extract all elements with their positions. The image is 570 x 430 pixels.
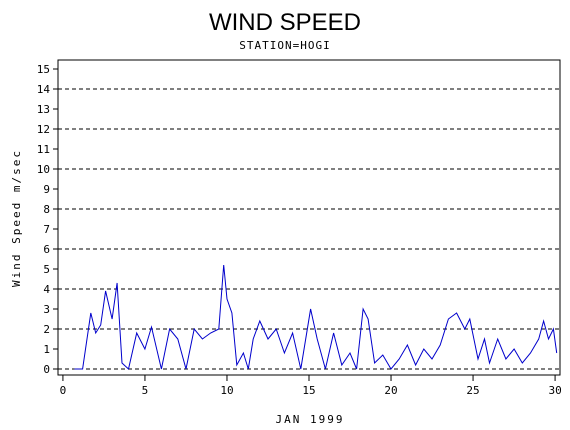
- y-tick-label: 3: [43, 303, 50, 316]
- y-tick-label: 1: [43, 343, 50, 356]
- y-tick-label: 9: [43, 183, 50, 196]
- y-tick-label: 0: [43, 363, 50, 376]
- x-tick-label: 15: [302, 384, 315, 397]
- x-tick-label: 30: [548, 384, 561, 397]
- x-tick-label: 20: [384, 384, 397, 397]
- y-tick-label: 6: [43, 243, 50, 256]
- y-tick-label: 14: [37, 83, 51, 96]
- y-tick-label: 12: [37, 123, 50, 136]
- chart-title: WIND SPEED: [209, 9, 361, 36]
- y-tick-label: 8: [43, 203, 50, 216]
- x-tick-label: 0: [60, 384, 67, 397]
- plot-frame: [57, 59, 561, 376]
- y-tick-label: 5: [43, 263, 50, 276]
- x-axis-label: JAN 1999: [276, 413, 345, 426]
- y-tick-label: 7: [43, 223, 50, 236]
- y-tick-label: 2: [43, 323, 50, 336]
- x-tick-label: 5: [142, 384, 149, 397]
- y-tick-label: 15: [37, 63, 50, 76]
- chart-subtitle: STATION=HOGI: [239, 39, 330, 52]
- y-tick-label: 10: [37, 163, 50, 176]
- y-tick-label: 11: [37, 143, 50, 156]
- y-axis-label: Wind Speed m/sec: [10, 149, 23, 287]
- data-line: [74, 264, 558, 370]
- y-tick-label: 13: [37, 103, 50, 116]
- y-tick-label: 4: [43, 283, 50, 296]
- x-tick-label: 25: [466, 384, 479, 397]
- x-tick-label: 10: [220, 384, 233, 397]
